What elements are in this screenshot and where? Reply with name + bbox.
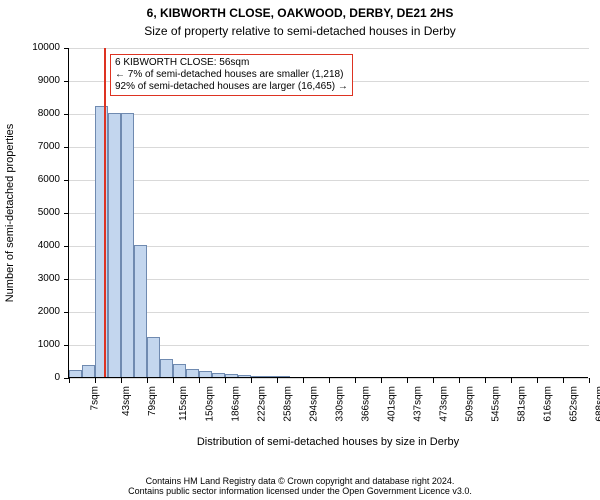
ytick-label: 0 <box>54 372 60 383</box>
histogram-bar <box>238 375 251 377</box>
xtick-mark <box>173 378 174 383</box>
attribution: Contains HM Land Registry data © Crown c… <box>0 476 600 496</box>
property-marker-line <box>104 48 106 377</box>
xtick-mark <box>485 378 486 383</box>
xtick-label: 366sqm <box>361 386 372 422</box>
gridline <box>69 147 589 148</box>
histogram-bar <box>225 374 238 377</box>
xtick-label: 473sqm <box>439 386 450 422</box>
xtick-mark <box>381 378 382 383</box>
xtick-label: 688sqm <box>595 386 600 422</box>
xtick-mark <box>303 378 304 383</box>
y-axis-label: Number of semi-detached properties <box>4 113 16 313</box>
gridline <box>69 312 589 313</box>
xtick-mark <box>95 378 96 383</box>
histogram-bar <box>212 373 225 377</box>
xtick-mark <box>329 378 330 383</box>
ytick-mark <box>64 246 69 247</box>
ytick-label: 2000 <box>38 306 60 317</box>
attribution-line1: Contains HM Land Registry data © Crown c… <box>146 476 455 486</box>
xtick-label: 616sqm <box>543 386 554 422</box>
histogram-bar <box>147 337 160 377</box>
histogram-bar <box>134 245 147 377</box>
ytick-label: 10000 <box>32 42 60 53</box>
attribution-line2: Contains public sector information licen… <box>128 486 472 496</box>
histogram-bar <box>186 369 199 377</box>
ytick-mark <box>64 279 69 280</box>
ytick-label: 7000 <box>38 141 60 152</box>
gridline <box>69 213 589 214</box>
ytick-mark <box>64 48 69 49</box>
gridline <box>69 279 589 280</box>
xtick-label: 79sqm <box>147 386 158 416</box>
xtick-mark <box>589 378 590 383</box>
ytick-mark <box>64 114 69 115</box>
ytick-mark <box>64 312 69 313</box>
gridline <box>69 48 589 49</box>
ytick-mark <box>64 345 69 346</box>
xtick-label: 115sqm <box>178 386 189 421</box>
chart-root: 6, KIBWORTH CLOSE, OAKWOOD, DERBY, DE21 … <box>0 0 600 500</box>
xtick-label: 186sqm <box>231 386 242 422</box>
xtick-mark <box>563 378 564 383</box>
xtick-label: 581sqm <box>517 386 528 422</box>
xtick-mark <box>199 378 200 383</box>
ytick-mark <box>64 81 69 82</box>
ytick-mark <box>64 213 69 214</box>
xtick-mark <box>459 378 460 383</box>
xtick-mark <box>433 378 434 383</box>
ytick-label: 1000 <box>38 339 60 350</box>
xtick-mark <box>277 378 278 383</box>
xtick-mark <box>225 378 226 383</box>
info-box: 6 KIBWORTH CLOSE: 56sqm ← 7% of semi-det… <box>110 54 353 96</box>
x-axis-label: Distribution of semi-detached houses by … <box>68 436 588 448</box>
histogram-bar <box>199 371 212 377</box>
ytick-label: 4000 <box>38 240 60 251</box>
chart-title: 6, KIBWORTH CLOSE, OAKWOOD, DERBY, DE21 … <box>0 6 600 20</box>
histogram-bar <box>264 376 277 377</box>
ytick-label: 8000 <box>38 108 60 119</box>
ytick-label: 5000 <box>38 207 60 218</box>
histogram-bar <box>277 376 290 377</box>
xtick-mark <box>537 378 538 383</box>
xtick-label: 294sqm <box>309 386 320 422</box>
xtick-mark <box>69 378 70 383</box>
xtick-mark <box>251 378 252 383</box>
ytick-label: 3000 <box>38 273 60 284</box>
gridline <box>69 246 589 247</box>
chart-subtitle: Size of property relative to semi-detach… <box>0 24 600 38</box>
histogram-bar <box>173 364 186 377</box>
ytick-label: 6000 <box>38 174 60 185</box>
xtick-mark <box>407 378 408 383</box>
ytick-label: 9000 <box>38 75 60 86</box>
xtick-label: 7sqm <box>89 386 100 410</box>
xtick-mark <box>121 378 122 383</box>
xtick-label: 401sqm <box>387 386 398 422</box>
xtick-label: 652sqm <box>569 386 580 422</box>
histogram-bar <box>108 113 121 377</box>
xtick-label: 545sqm <box>491 386 502 422</box>
gridline <box>69 180 589 181</box>
histogram-bar <box>160 359 173 377</box>
xtick-label: 330sqm <box>335 386 346 422</box>
histogram-bar <box>251 376 264 377</box>
xtick-label: 150sqm <box>205 386 216 422</box>
histogram-bar <box>69 370 82 377</box>
xtick-mark <box>147 378 148 383</box>
xtick-label: 43sqm <box>121 386 132 416</box>
gridline <box>69 114 589 115</box>
xtick-label: 258sqm <box>283 386 294 422</box>
histogram-bar <box>121 113 134 377</box>
xtick-mark <box>355 378 356 383</box>
ytick-mark <box>64 180 69 181</box>
plot-area <box>68 48 588 378</box>
xtick-label: 437sqm <box>413 386 424 422</box>
histogram-bar <box>82 365 95 377</box>
xtick-label: 222sqm <box>257 386 268 422</box>
xtick-label: 509sqm <box>465 386 476 422</box>
xtick-mark <box>511 378 512 383</box>
ytick-mark <box>64 147 69 148</box>
